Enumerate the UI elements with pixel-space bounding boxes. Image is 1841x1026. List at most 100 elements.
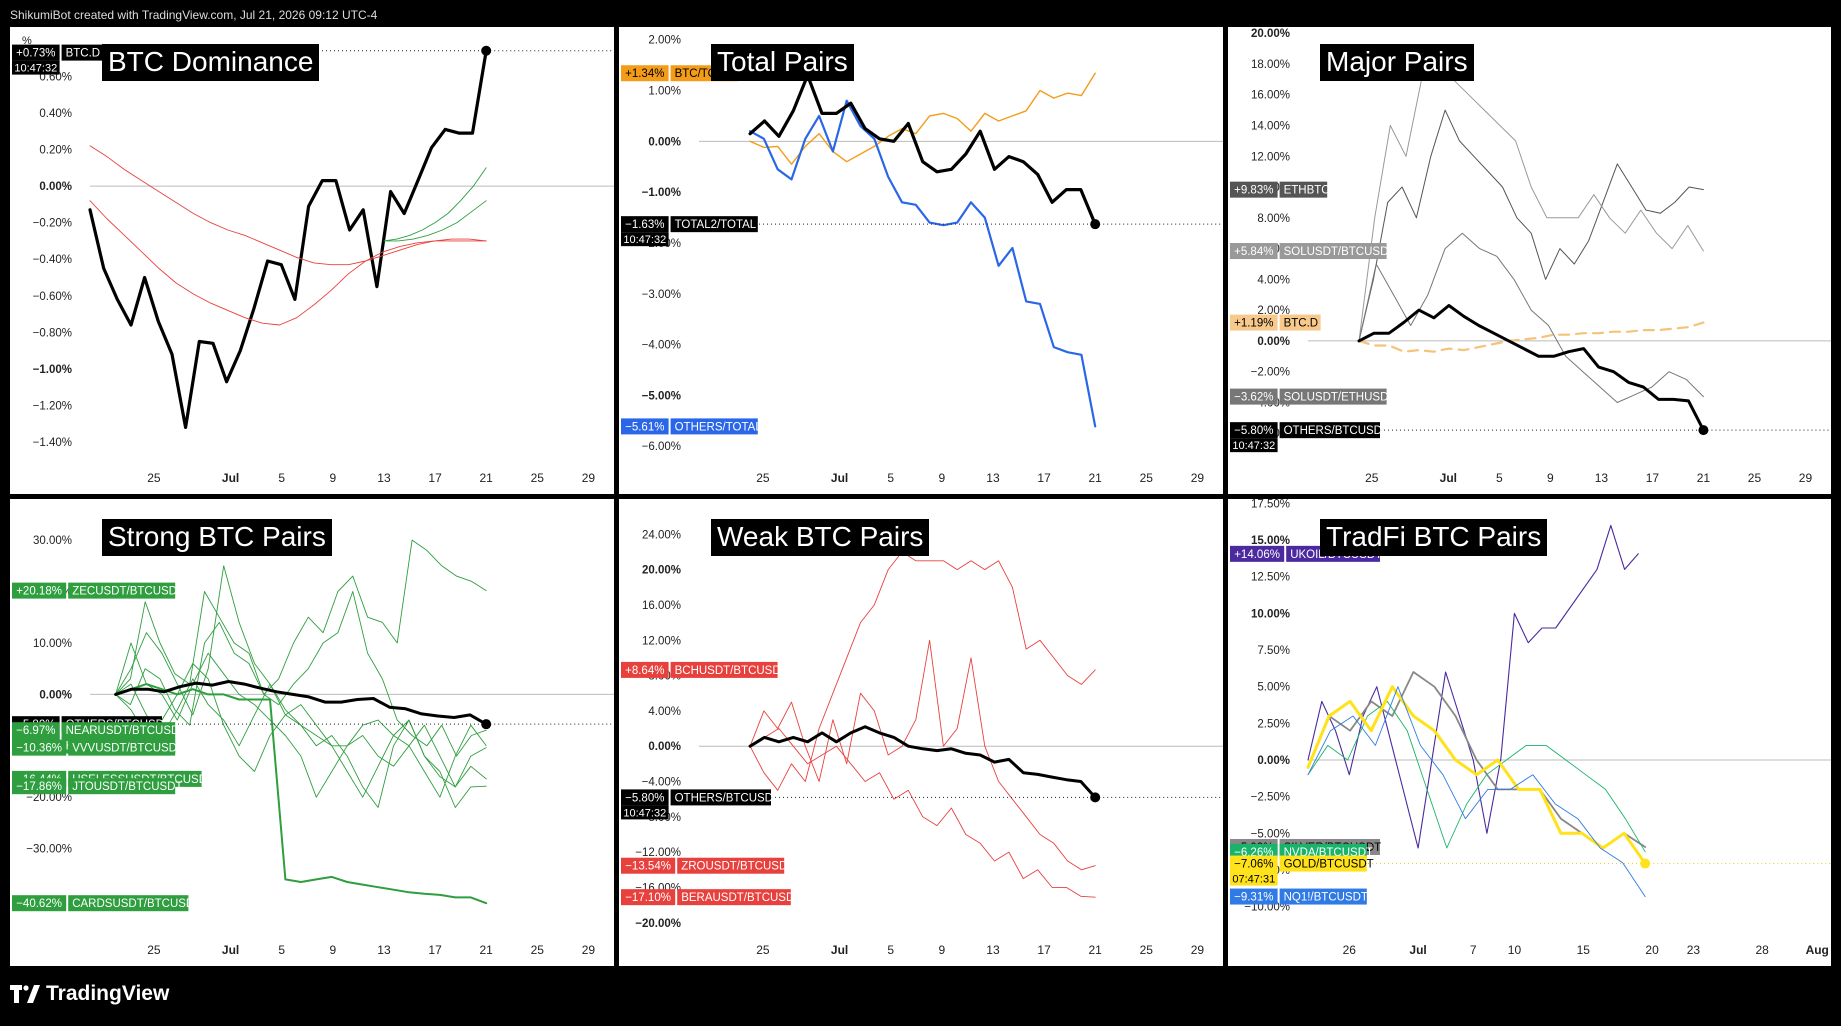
chart-svg: −20.00%−16.00%−12.00%−8.00%−4.00%0.00%4.…: [621, 529, 1223, 957]
y-tick-label: 7.50%: [1257, 645, 1290, 657]
x-tick-label: 25: [531, 471, 545, 485]
series-line: [1307, 686, 1646, 898]
x-tick-label: 21: [480, 943, 494, 957]
series-name-label: GOLD/BTCUSDT: [1284, 859, 1374, 871]
x-tick-label: 25: [1140, 471, 1154, 485]
series-line: [383, 167, 487, 242]
y-tick-label: −0.60%: [33, 291, 72, 303]
x-tick-label: Jul: [1440, 471, 1457, 485]
chart-panel[interactable]: % −1.40% −1.20% −1.00% −0.80% −0.60% −0.40% −0.…: [10, 27, 614, 494]
series-value-label: +20.18%: [16, 586, 62, 598]
chart-title: BTC Dominance: [102, 44, 320, 81]
y-tick-label: 16.00%: [642, 600, 681, 612]
series-line: [1358, 109, 1704, 342]
y-tick-label: 20.00%: [642, 565, 681, 577]
series-value-tag: −10.36% VVVUSDT/BTCUSDT: [12, 739, 184, 756]
series-name-label: NEARUSDT/BTCUSDT: [66, 725, 187, 737]
chart-svg: −10.00%−7.50%−5.00%−2.50%0.00%2.50%5.00%…: [1230, 499, 1831, 957]
series-line: [1307, 524, 1639, 849]
y-tick-label: 5.00%: [1257, 682, 1290, 694]
series-value-tag: +20.18% ZECUSDT/BTCUSDT: [12, 582, 184, 599]
x-tick-label: 25: [756, 471, 770, 485]
x-tick-label: 17: [1037, 943, 1051, 957]
x-tick-label: 15: [1577, 943, 1591, 957]
series-line: [1357, 321, 1705, 353]
series-value-tag: +0.73% BTC.D 10:47:32: [12, 44, 103, 75]
series-end-dot: [481, 719, 492, 730]
series-value-tag: +9.83% ETHBTC: [1230, 181, 1330, 198]
series-line: [748, 725, 1097, 799]
chart-title: Weak BTC Pairs: [711, 519, 930, 556]
series-line: [115, 678, 487, 808]
series-name-label: CARDSUSDT/BTCUSDT: [72, 898, 201, 910]
y-tick-label: −0.20%: [33, 218, 72, 230]
series-name-label: BCHUSDT/BTCUSDT: [675, 665, 788, 677]
y-tick-label: 0.20%: [39, 145, 72, 157]
x-tick-label: 13: [377, 943, 391, 957]
chart-title: Major Pairs: [1320, 44, 1474, 81]
series-line: [749, 639, 1096, 871]
y-tick-label: 12.50%: [1251, 572, 1290, 584]
series-value-tag: −7.06% GOLD/BTCUSDT 07:47:31: [1230, 855, 1374, 886]
y-tick-label: −4.00%: [642, 777, 681, 789]
series-value-tag: +8.64% BCHUSDT/BTCUSDT: [621, 661, 788, 678]
countdown-label: 10:47:32: [623, 234, 666, 246]
x-tick-label: 23: [1687, 943, 1701, 957]
series-value-tag: +5.84% SOLUSDT/BTCUSDT: [1230, 243, 1395, 260]
x-tick-label: 21: [1089, 943, 1103, 957]
chart-panel[interactable]: −6.00%−5.00%−4.00%−3.00%−2.00%−1.00%0.00…: [619, 27, 1223, 494]
series-value-label: −5.80%: [625, 792, 664, 804]
series-line: [89, 200, 487, 326]
y-tick-label: −1.00%: [642, 187, 681, 199]
series-value-tag: −1.63% TOTAL2/TOTAL 10:47:32: [621, 216, 758, 247]
y-tick-label: 1.00%: [648, 86, 681, 98]
chart-panel[interactable]: −6.00%−4.00%−2.00%0.00%2.00%4.00%6.00%8.…: [1228, 27, 1831, 494]
series-value-label: +9.83%: [1234, 185, 1273, 197]
y-tick-label: −5.00%: [1251, 828, 1290, 840]
y-tick-label: −1.40%: [33, 437, 72, 449]
chart-panel[interactable]: −10.00%−7.50%−5.00%−2.50%0.00%2.50%5.00%…: [1228, 499, 1831, 966]
x-tick-label: 5: [278, 471, 285, 485]
x-tick-label: 21: [480, 471, 494, 485]
y-tick-label: −1.00%: [33, 364, 72, 376]
series-value-label: −13.54%: [625, 861, 671, 873]
x-tick-label: 9: [1547, 471, 1554, 485]
series-end-dot: [1090, 219, 1101, 230]
y-tick-label: −2.00%: [1251, 367, 1290, 379]
countdown-label: 07:47:31: [1232, 874, 1275, 886]
series-value-tag: −5.80% OTHERS/BTCUSDT 10:47:32: [621, 789, 780, 820]
chart-panel[interactable]: −20.00%−16.00%−12.00%−8.00%−4.00%0.00%4.…: [619, 499, 1223, 966]
y-tick-label: −12.00%: [635, 847, 681, 859]
y-tick-label: −6.00%: [642, 441, 681, 453]
x-tick-label: 13: [986, 943, 1000, 957]
tradingview-logo[interactable]: TradingView: [10, 982, 169, 1006]
x-tick-label: 21: [1089, 471, 1103, 485]
x-tick-label: 5: [1496, 471, 1503, 485]
series-name-label: BTC.D: [1284, 318, 1319, 330]
series-value-label: −10.36%: [16, 743, 62, 755]
y-tick-label: 8.00%: [1257, 213, 1290, 225]
series-value-label: +1.34%: [625, 68, 664, 80]
series-end-dot: [481, 45, 492, 56]
chart-title: Strong BTC Pairs: [102, 519, 332, 556]
y-tick-label: 0.00%: [648, 136, 681, 148]
x-tick-label: 25: [1140, 943, 1154, 957]
y-tick-label: −2.50%: [1251, 792, 1290, 804]
series-line: [1357, 304, 1705, 432]
series-name-label: ZECUSDT/BTCUSDT: [72, 586, 184, 598]
y-tick-label: 0.00%: [39, 181, 72, 193]
series-value-label: +0.73%: [16, 48, 55, 60]
y-tick-label: 0.00%: [648, 741, 681, 753]
series-name-label: OTHERS/BTCUSDT: [675, 792, 780, 804]
series-name-label: VVVUSDT/BTCUSDT: [72, 743, 184, 755]
series-line: [1306, 685, 1647, 866]
x-tick-label: 5: [887, 471, 894, 485]
y-tick-label: 0.00%: [1257, 755, 1290, 767]
x-tick-label: Jul: [1409, 943, 1426, 957]
chart-panel[interactable]: −30.00%−20.00%−10.00%0.00%10.00%20.00%30…: [10, 499, 614, 966]
y-tick-label: 2.50%: [1257, 718, 1290, 730]
x-tick-label: 25: [1748, 471, 1762, 485]
x-tick-label: 25: [147, 471, 161, 485]
series-value-tag: −6.97% NEARUSDT/BTCUSDT: [12, 722, 187, 739]
series-line: [749, 99, 1097, 428]
